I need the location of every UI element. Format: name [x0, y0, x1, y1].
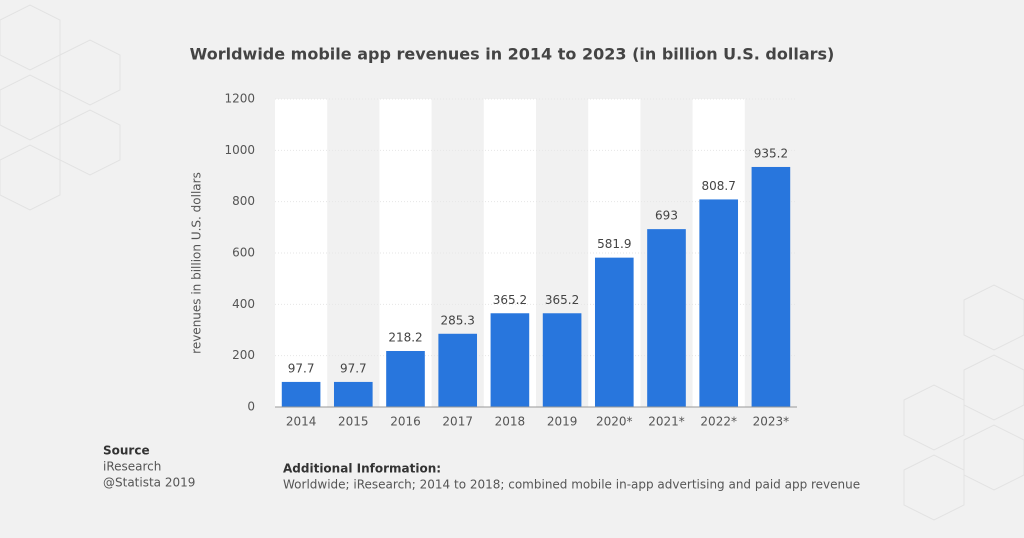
value-label: 97.7 [340, 361, 367, 375]
bar [594, 257, 634, 407]
y-tick-label: 800 [232, 194, 255, 208]
bar [386, 350, 425, 407]
x-tick-label: 2020* [596, 415, 633, 429]
info-heading: Additional Information: [283, 462, 441, 476]
y-tick-label: 200 [232, 348, 255, 362]
x-tick-label: 2018 [495, 415, 526, 429]
source-line: @Statista 2019 [103, 476, 195, 490]
x-tick-label: 2022* [700, 415, 737, 429]
value-label: 218.2 [388, 330, 422, 344]
bar [438, 333, 478, 407]
x-tick-label: 2021* [648, 415, 685, 429]
bar [542, 313, 582, 407]
x-tick-label: 2014 [286, 415, 317, 429]
y-tick-label: 600 [232, 246, 255, 260]
value-label: 365.2 [545, 293, 579, 307]
value-label: 693 [655, 209, 678, 223]
y-tick-label: 0 [247, 400, 255, 414]
value-label: 97.7 [288, 361, 315, 375]
y-tick-label: 400 [232, 297, 255, 311]
x-tick-label: 2019 [547, 415, 578, 429]
y-axis-label: revenues in billion U.S. dollars [190, 172, 204, 354]
bar [333, 381, 373, 407]
bar [281, 381, 321, 407]
source-heading: Source [103, 444, 150, 458]
value-label: 581.9 [597, 237, 631, 251]
info-text: Worldwide; iResearch; 2014 to 2018; comb… [283, 478, 860, 492]
x-tick-label: 2023* [753, 415, 790, 429]
value-label: 808.7 [702, 179, 736, 193]
bar [751, 166, 791, 407]
bar [699, 199, 739, 407]
value-label: 285.3 [441, 313, 475, 327]
chart-title: Worldwide mobile app revenues in 2014 to… [190, 45, 835, 64]
source-line: iResearch [103, 460, 161, 474]
y-tick-label: 1200 [224, 92, 255, 106]
x-tick-label: 2015 [338, 415, 369, 429]
x-tick-label: 2017 [442, 415, 473, 429]
y-tick-label: 1000 [224, 143, 255, 157]
hex-pattern [0, 4, 1024, 521]
value-label: 365.2 [493, 293, 527, 307]
bar [490, 313, 530, 407]
value-label: 935.2 [754, 146, 788, 160]
column-band [275, 99, 328, 407]
bar [647, 229, 686, 407]
x-tick-label: 2016 [390, 415, 421, 429]
